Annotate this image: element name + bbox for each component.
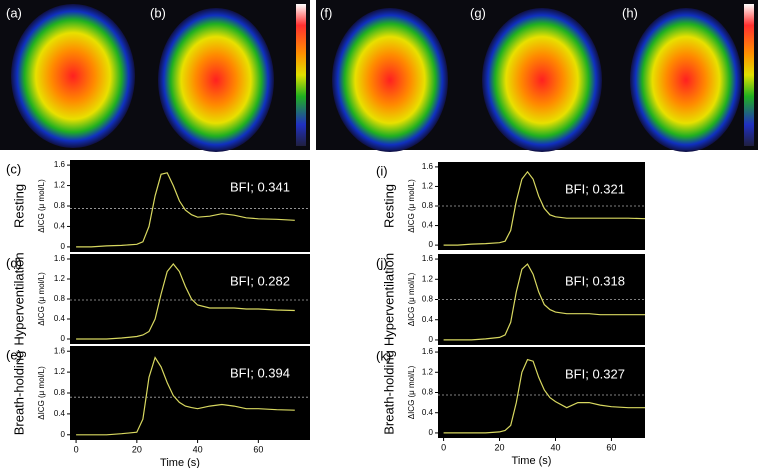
y-tick-label: 1.6 bbox=[422, 347, 434, 356]
curve bbox=[76, 263, 295, 340]
y-tick-label: 1.6 bbox=[422, 162, 434, 171]
row-label: Hyperventilation bbox=[11, 252, 26, 345]
y-tick-label: 0 bbox=[429, 240, 434, 249]
colorbar bbox=[744, 4, 754, 146]
row-label: Resting bbox=[381, 184, 396, 228]
x-tick-label: 40 bbox=[193, 444, 203, 454]
annotation: BFI; 0.341 bbox=[230, 179, 290, 194]
image-label: (b) bbox=[150, 5, 166, 20]
y-tick-label: 0 bbox=[61, 430, 66, 439]
row-label: Breath-holding bbox=[381, 350, 396, 435]
curve bbox=[443, 263, 645, 341]
x-tick-label: 0 bbox=[441, 442, 446, 452]
annotation: BFI; 0.394 bbox=[230, 365, 290, 380]
y-tick-label: 1.6 bbox=[422, 254, 434, 263]
chart-panel: (d)Hyperventilation ΔICG (μ mol/L) 0 0.4 0.8… bbox=[6, 252, 310, 346]
x-tick-label: 40 bbox=[550, 442, 560, 452]
brain-scan bbox=[332, 8, 448, 152]
y-axis-label: ΔICG (μ mol/L) bbox=[37, 366, 46, 420]
curve bbox=[76, 356, 295, 436]
image-label: (a) bbox=[6, 5, 22, 20]
y-axis-label: ΔICG (μ mol/L) bbox=[37, 272, 46, 326]
y-tick-label: 1.6 bbox=[54, 254, 66, 263]
brain-scan bbox=[630, 8, 742, 152]
y-tick-label: 1.2 bbox=[54, 274, 66, 283]
x-axis-label: Time (s) bbox=[512, 455, 552, 467]
y-tick-label: 0 bbox=[429, 428, 434, 437]
brain-images-left bbox=[0, 0, 310, 152]
y-tick-label: 0.8 bbox=[54, 388, 66, 397]
y-tick-label: 1.6 bbox=[54, 346, 66, 355]
y-tick-label: 0.4 bbox=[54, 222, 66, 231]
y-tick-label: 0.8 bbox=[54, 201, 66, 210]
chart-panel: (k)Breath-holding ΔICG (μ mol/L) 0 0.4 0.8 1.… bbox=[376, 347, 645, 467]
y-tick-label: 0.4 bbox=[422, 221, 434, 230]
curve bbox=[443, 358, 645, 434]
image-label: (g) bbox=[470, 5, 486, 20]
annotation: BFI; 0.321 bbox=[565, 181, 625, 196]
y-tick-label: 0.4 bbox=[422, 315, 434, 324]
y-axis-label: ΔICG (μ mol/L) bbox=[407, 179, 416, 233]
x-axis-label: Time (s) bbox=[160, 457, 200, 468]
y-tick-label: 0.8 bbox=[54, 294, 66, 303]
x-tick-label: 0 bbox=[74, 444, 79, 454]
x-tick-label: 20 bbox=[495, 442, 505, 452]
y-tick-label: 0 bbox=[61, 242, 66, 251]
y-axis-label: ΔICG (μ mol/L) bbox=[37, 179, 46, 233]
panel-label: (e) bbox=[6, 347, 22, 362]
y-axis-label: ΔICG (μ mol/L) bbox=[407, 272, 416, 326]
y-tick-label: 0.4 bbox=[54, 314, 66, 323]
brain-scan bbox=[482, 8, 602, 152]
y-axis-label: ΔICG (μ mol/L) bbox=[407, 365, 416, 419]
y-tick-label: 0.8 bbox=[422, 388, 434, 397]
chart-panel: (i) Resting ΔICG (μ mol/L) 0 0.4 0.8 1.2 1.6 BFI… bbox=[376, 162, 646, 250]
panel-label: (c) bbox=[6, 161, 21, 176]
plot-area bbox=[70, 346, 310, 440]
colorbar bbox=[296, 4, 306, 146]
y-tick-label: 0.4 bbox=[422, 408, 434, 417]
y-tick-label: 1.2 bbox=[422, 367, 434, 376]
plot-area bbox=[438, 162, 645, 250]
plot-area bbox=[70, 254, 310, 344]
panel-label: (k) bbox=[376, 348, 391, 363]
y-tick-label: 1.2 bbox=[422, 274, 434, 283]
panel-label: (d) bbox=[6, 255, 22, 270]
annotation: BFI; 0.318 bbox=[565, 273, 625, 288]
curve bbox=[443, 170, 646, 246]
image-label: (h) bbox=[622, 5, 638, 20]
x-tick-label: 20 bbox=[132, 444, 142, 454]
row-label: Breath-holding bbox=[11, 351, 26, 436]
annotation: BFI; 0.282 bbox=[230, 273, 290, 288]
row-label: Hyperventilation bbox=[381, 253, 396, 346]
plot-area bbox=[438, 347, 645, 438]
y-tick-label: 0.8 bbox=[422, 201, 434, 210]
y-tick-label: 0 bbox=[429, 335, 434, 344]
x-tick-label: 60 bbox=[253, 444, 263, 454]
y-tick-label: 1.2 bbox=[54, 367, 66, 376]
brain-scan bbox=[11, 4, 135, 148]
chart-panel: (e)Breath-holding ΔICG (μ mol/L) 0 0.4 0.8 1.… bbox=[6, 346, 310, 468]
chart-panel: (c) Resting ΔICG (μ mol/L) 0 0.4 0.8 1.2 1.6 BFI… bbox=[6, 160, 310, 252]
y-tick-label: 0 bbox=[61, 334, 66, 343]
chart-panel: (j)Hyperventilation ΔICG (μ mol/L) 0 0.4 0.8… bbox=[376, 253, 645, 346]
y-tick-label: 1.6 bbox=[54, 160, 66, 169]
plot-area bbox=[70, 160, 310, 252]
panel-label: (i) bbox=[376, 163, 388, 178]
row-label: Resting bbox=[11, 184, 26, 228]
annotation: BFI; 0.327 bbox=[565, 366, 625, 381]
y-tick-label: 1.2 bbox=[54, 181, 66, 190]
panel-label: (j) bbox=[376, 255, 388, 270]
curve bbox=[76, 172, 295, 248]
brain-images-right bbox=[316, 0, 758, 152]
y-tick-label: 1.2 bbox=[422, 182, 434, 191]
y-tick-label: 0.8 bbox=[422, 295, 434, 304]
x-tick-label: 60 bbox=[606, 442, 616, 452]
image-label: (f) bbox=[320, 5, 332, 20]
y-tick-label: 0.4 bbox=[54, 409, 66, 418]
brain-scan bbox=[158, 8, 274, 152]
